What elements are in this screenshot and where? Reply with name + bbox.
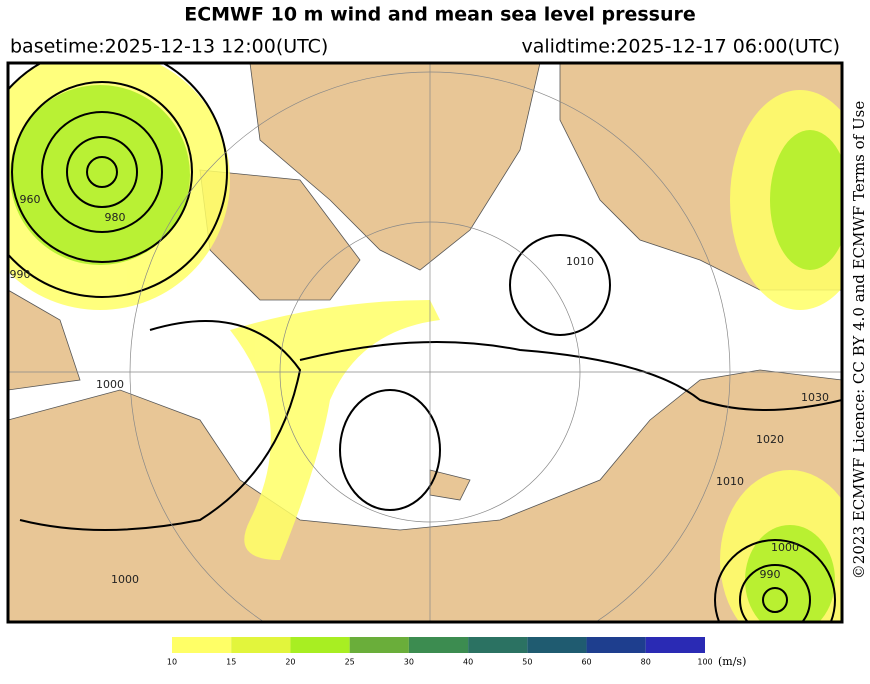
basetime: basetime:2025-12-13 12:00(UTC) [10, 36, 328, 58]
colorbar-tick-label: 60 [581, 658, 591, 667]
graticule [8, 63, 842, 622]
contour-label: 1000 [771, 541, 799, 554]
colorbar-segment [586, 637, 646, 653]
colorbar-tick-label: 100 [697, 658, 712, 667]
colorbar-tick-label: 25 [345, 658, 355, 667]
license: ©2023 ECMWF Licence: CC BY 4.0 and ECMWF… [850, 101, 868, 580]
colorbar-tick-label: 50 [522, 658, 532, 667]
colorbar-tick-label: 80 [641, 658, 651, 667]
colorbar-tick-label: 30 [404, 658, 414, 667]
colorbar-segment [172, 637, 232, 653]
strong-wind-shading [10, 85, 842, 622]
contour-label: 1010 [566, 255, 594, 268]
colorbar-segment [408, 637, 469, 653]
contour-label: 1020 [756, 433, 784, 446]
map-frame [6, 61, 844, 624]
validtime: validtime:2025-12-17 06:00(UTC) [521, 36, 840, 58]
contour-label: 980 [105, 211, 126, 224]
colorbar-tick-label: 10 [167, 658, 177, 667]
contour-label: 1000 [96, 378, 124, 391]
contour-label: 1010 [716, 475, 744, 488]
contour-labels: 980 960 990 1000 1010 1030 1020 1010 1000 990 1000 [10, 193, 830, 586]
colorbar-segment [468, 637, 528, 653]
colorbar-segment [231, 637, 291, 653]
colorbar-segment [290, 637, 350, 653]
colorbar-segment [645, 637, 705, 653]
contour-label: 1030 [801, 391, 829, 404]
colorbar-segment [527, 637, 587, 653]
colorbar-unit: (m/s) [718, 655, 746, 668]
colorbar-segment [349, 637, 409, 653]
colorbar-tick-label: 40 [463, 658, 473, 667]
colorbar: 10 15 20 25 30 40 50 60 80 100 (m/s) [167, 637, 746, 668]
contour-label: 990 [10, 268, 31, 281]
colorbar-tick-label: 15 [226, 658, 236, 667]
contour-label: 960 [20, 193, 41, 206]
contour-label: 990 [760, 568, 781, 581]
colorbar-tick-label: 20 [285, 658, 295, 667]
isobars [8, 63, 842, 622]
contour-label: 1000 [111, 573, 139, 586]
map-area [8, 63, 842, 622]
title: ECMWF 10 m wind and mean sea level press… [184, 4, 696, 26]
